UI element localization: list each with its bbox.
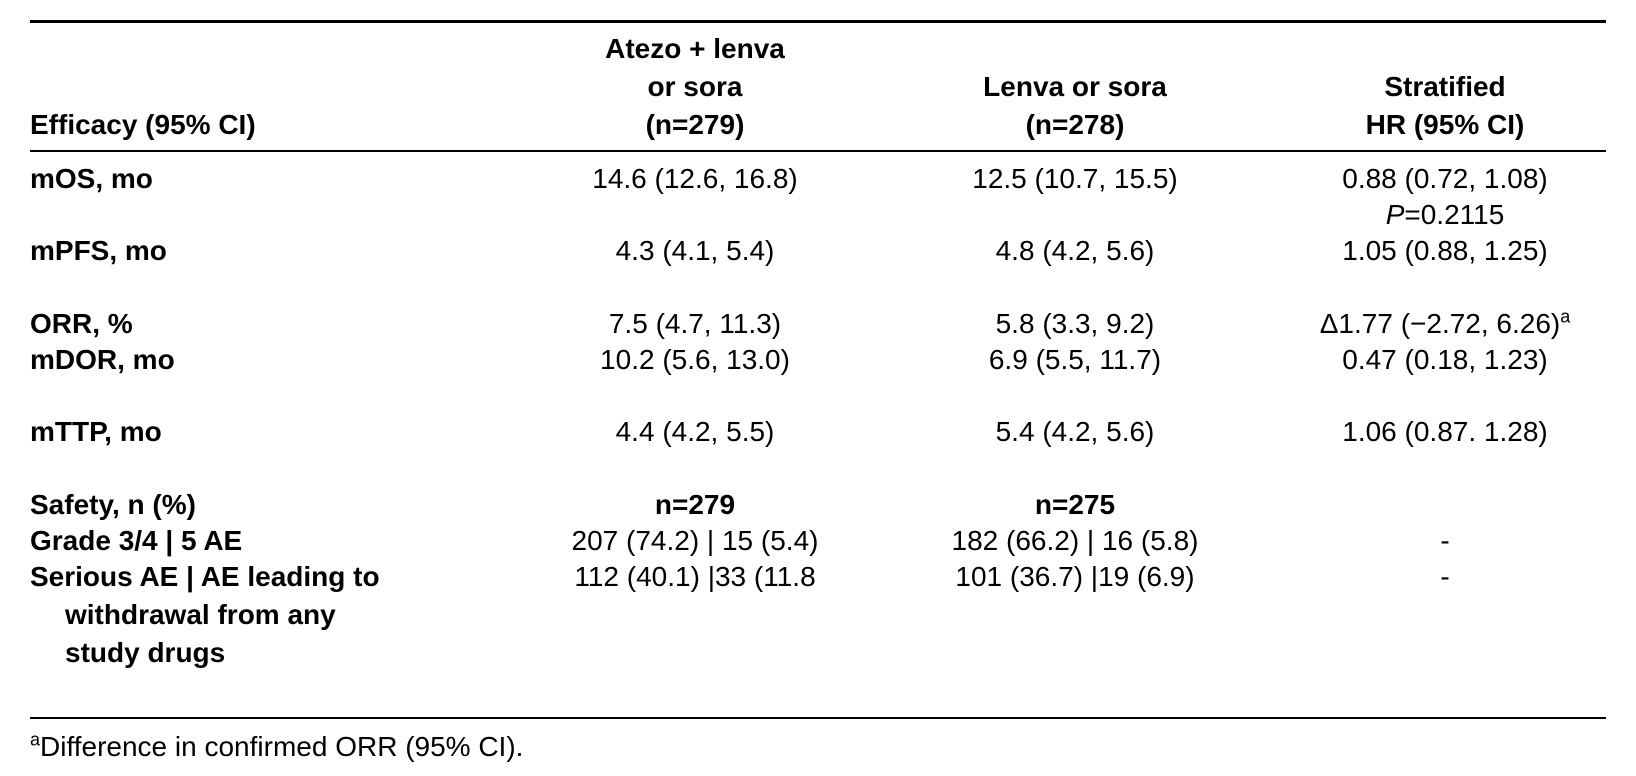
header-efficacy: Efficacy (95% CI) — [30, 109, 256, 140]
cell-serious-ae-arm1: 112 (40.1) |33 (11.8 — [574, 561, 816, 592]
cell-mos-arm1: 14.6 (12.6, 16.8) — [592, 163, 798, 194]
cell-mos-pvalue: P=0.2115 — [1385, 199, 1505, 230]
cell-serious-ae-arm2: 101 (36.7) |19 (6.9) — [955, 561, 1195, 592]
cell-mdor-arm1: 10.2 (5.6, 13.0) — [600, 344, 790, 375]
header-hazard-ratio: Stratified HR (95% CI) — [1365, 71, 1525, 140]
row-label-orr: ORR, % — [30, 308, 133, 339]
row-label-mpfs: mPFS, mo — [30, 235, 167, 266]
row-label-mos: mOS, mo — [30, 163, 153, 194]
header-rule — [30, 150, 1606, 152]
header-lenva-arm: Lenva or sora (n=278) — [983, 71, 1167, 140]
cell-mttp-hr: 1.06 (0.87. 1.28) — [1342, 416, 1548, 447]
row-label-serious-ae: Serious AE | AE leading to withdrawal fr… — [30, 561, 380, 668]
cell-grade-ae-arm1: 207 (74.2) | 15 (5.4) — [571, 525, 819, 556]
row-label-mttp: mTTP, mo — [30, 416, 162, 447]
cell-orr-arm1: 7.5 (4.7, 11.3) — [608, 308, 782, 339]
cell-mpfs-arm2: 4.8 (4.2, 5.6) — [995, 235, 1155, 266]
row-label-mdor: mDOR, mo — [30, 344, 175, 375]
cell-mpfs-hr: 1.05 (0.88, 1.25) — [1342, 235, 1548, 266]
footnote: aDifference in confirmed ORR (95% CI). — [30, 729, 524, 762]
safety-section-label: Safety, n (%) — [30, 489, 196, 520]
safety-n-arm1: n=279 — [654, 489, 736, 520]
cell-mdor-arm2: 6.9 (5.5, 11.7) — [988, 344, 1162, 375]
cell-orr-diff: Δ1.77 (−2.72, 6.26)a — [1319, 306, 1571, 339]
cell-mpfs-arm1: 4.3 (4.1, 5.4) — [615, 235, 775, 266]
cell-mos-arm2: 12.5 (10.7, 15.5) — [972, 163, 1178, 194]
footnote-marker: a — [1560, 306, 1571, 327]
header-atezo-arm: Atezo + lenva or sora (n=279) — [605, 33, 785, 140]
cell-mos-hr: 0.88 (0.72, 1.08) — [1342, 163, 1548, 194]
cell-mttp-arm1: 4.4 (4.2, 5.5) — [615, 416, 775, 447]
cell-grade-ae-hr: - — [1440, 525, 1450, 556]
cell-serious-ae-hr: - — [1440, 561, 1450, 592]
table-top-rule — [30, 20, 1606, 23]
cell-mdor-hr: 0.47 (0.18, 1.23) — [1342, 344, 1548, 375]
cell-orr-arm2: 5.8 (3.3, 9.2) — [995, 308, 1155, 339]
table-bottom-rule — [30, 717, 1606, 719]
cell-mttp-arm2: 5.4 (4.2, 5.6) — [995, 416, 1155, 447]
row-label-grade-ae: Grade 3/4 | 5 AE — [30, 525, 243, 556]
safety-n-arm2: n=275 — [1034, 489, 1116, 520]
cell-grade-ae-arm2: 182 (66.2) | 16 (5.8) — [951, 525, 1199, 556]
